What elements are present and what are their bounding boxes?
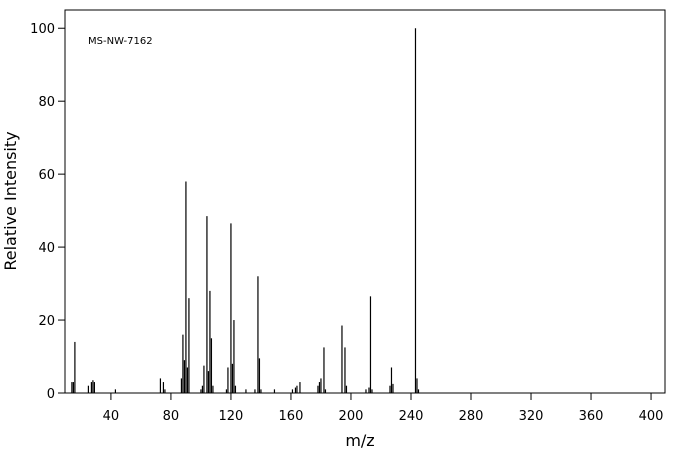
y-tick-label: 0 <box>47 387 55 402</box>
y-tick-label: 40 <box>38 241 55 256</box>
x-tick-label: 200 <box>339 409 364 424</box>
x-tick-label: 80 <box>163 409 180 424</box>
x-tick-label: 160 <box>279 409 304 424</box>
x-tick-label: 120 <box>219 409 244 424</box>
x-tick-label: 40 <box>103 409 120 424</box>
x-tick-label: 280 <box>459 409 484 424</box>
x-tick-label: 360 <box>579 409 604 424</box>
x-axis-label: m/z <box>345 431 374 450</box>
y-tick-label: 20 <box>38 314 55 329</box>
x-tick-label: 320 <box>519 409 544 424</box>
y-tick-label: 60 <box>38 168 55 183</box>
y-tick-label: 80 <box>38 95 55 110</box>
x-tick-label: 400 <box>639 409 664 424</box>
annotation: MS-NW-7162 <box>88 36 153 47</box>
x-tick-label: 240 <box>399 409 424 424</box>
y-tick-label: 100 <box>30 22 55 37</box>
y-axis-label: Relative Intensity <box>1 131 20 270</box>
plot-frame <box>64 9 666 394</box>
